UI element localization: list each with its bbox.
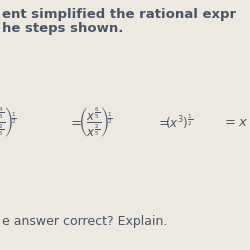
Text: ent simplified the rational expr: ent simplified the rational expr [2, 8, 236, 21]
Text: $\left(\dfrac{x^{\frac{6}{5}}}{x^{\frac{2}{5}}}\right)^{\!\!\frac{1}{2}}$: $\left(\dfrac{x^{\frac{6}{5}}}{x^{\frac{… [78, 105, 113, 139]
Text: $= x$: $= x$ [222, 116, 248, 128]
Text: $=$: $=$ [68, 116, 82, 128]
Text: e answer correct? Explain.: e answer correct? Explain. [2, 215, 168, 228]
Text: $\left(x^{3}\right)^{\frac{1}{2}}$: $\left(x^{3}\right)^{\frac{1}{2}}$ [165, 113, 193, 131]
Text: $=$: $=$ [156, 116, 170, 128]
Text: $\left(\dfrac{x^{\frac{4}{5}}}{x^{\frac{2}{5}}}\right)^{\!\!\frac{1}{2}}$: $\left(\dfrac{x^{\frac{4}{5}}}{x^{\frac{… [0, 105, 17, 139]
Text: he steps shown.: he steps shown. [2, 22, 124, 35]
